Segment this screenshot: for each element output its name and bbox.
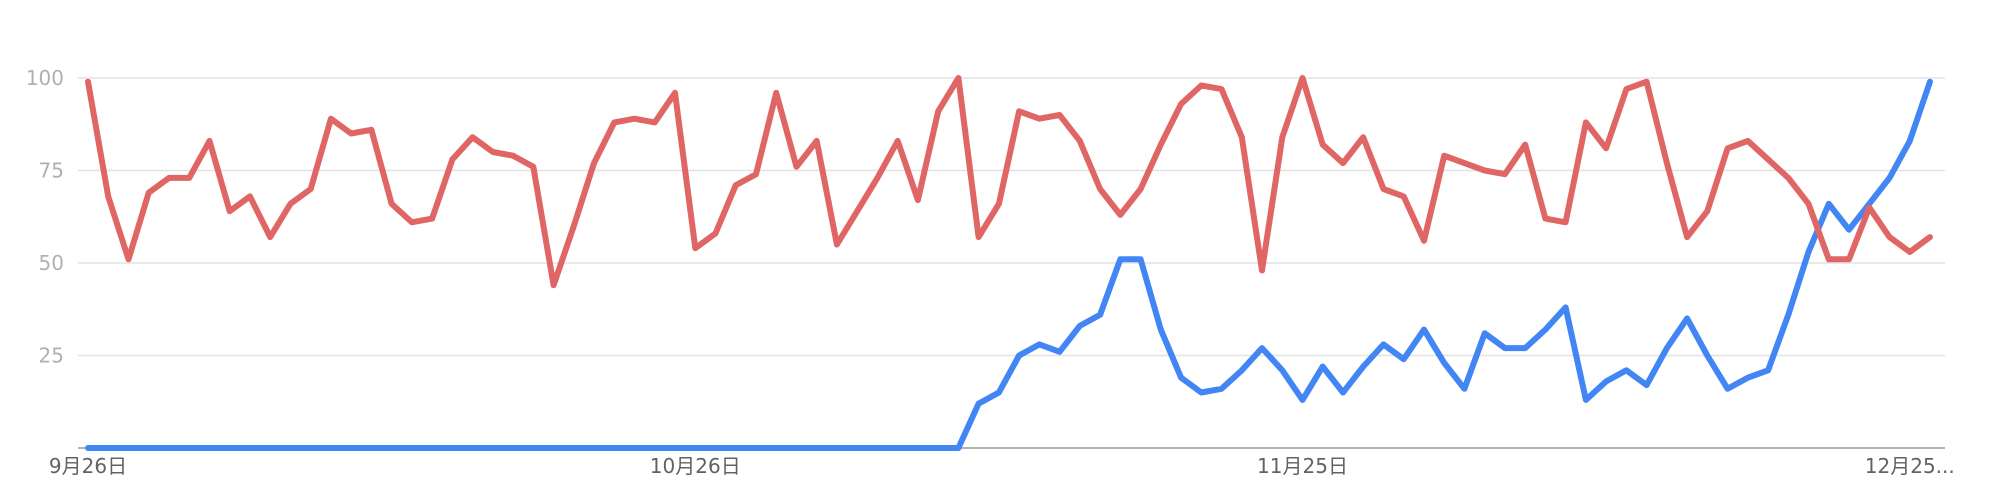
y-tick-label-50: 50 — [39, 251, 64, 275]
y-tick-label-25: 25 — [39, 344, 64, 368]
series-lines — [85, 75, 1933, 451]
y-tick-label-100: 100 — [26, 66, 64, 90]
y-tick-label-75: 75 — [39, 159, 64, 183]
x-tick-label-0: 9月26日 — [49, 454, 127, 478]
x-tick-label-3: 12月25... — [1865, 454, 1955, 478]
x-tick-label-2: 11月25日 — [1257, 454, 1348, 478]
x-axis-tick-labels: 9月26日 10月26日 11月25日 12月25... — [49, 454, 1955, 478]
series-line-2 — [85, 75, 1933, 289]
series-line-1 — [85, 78, 1933, 451]
y-axis-tick-labels: 100 75 50 25 — [26, 66, 64, 368]
x-tick-label-1: 10月26日 — [650, 454, 741, 478]
